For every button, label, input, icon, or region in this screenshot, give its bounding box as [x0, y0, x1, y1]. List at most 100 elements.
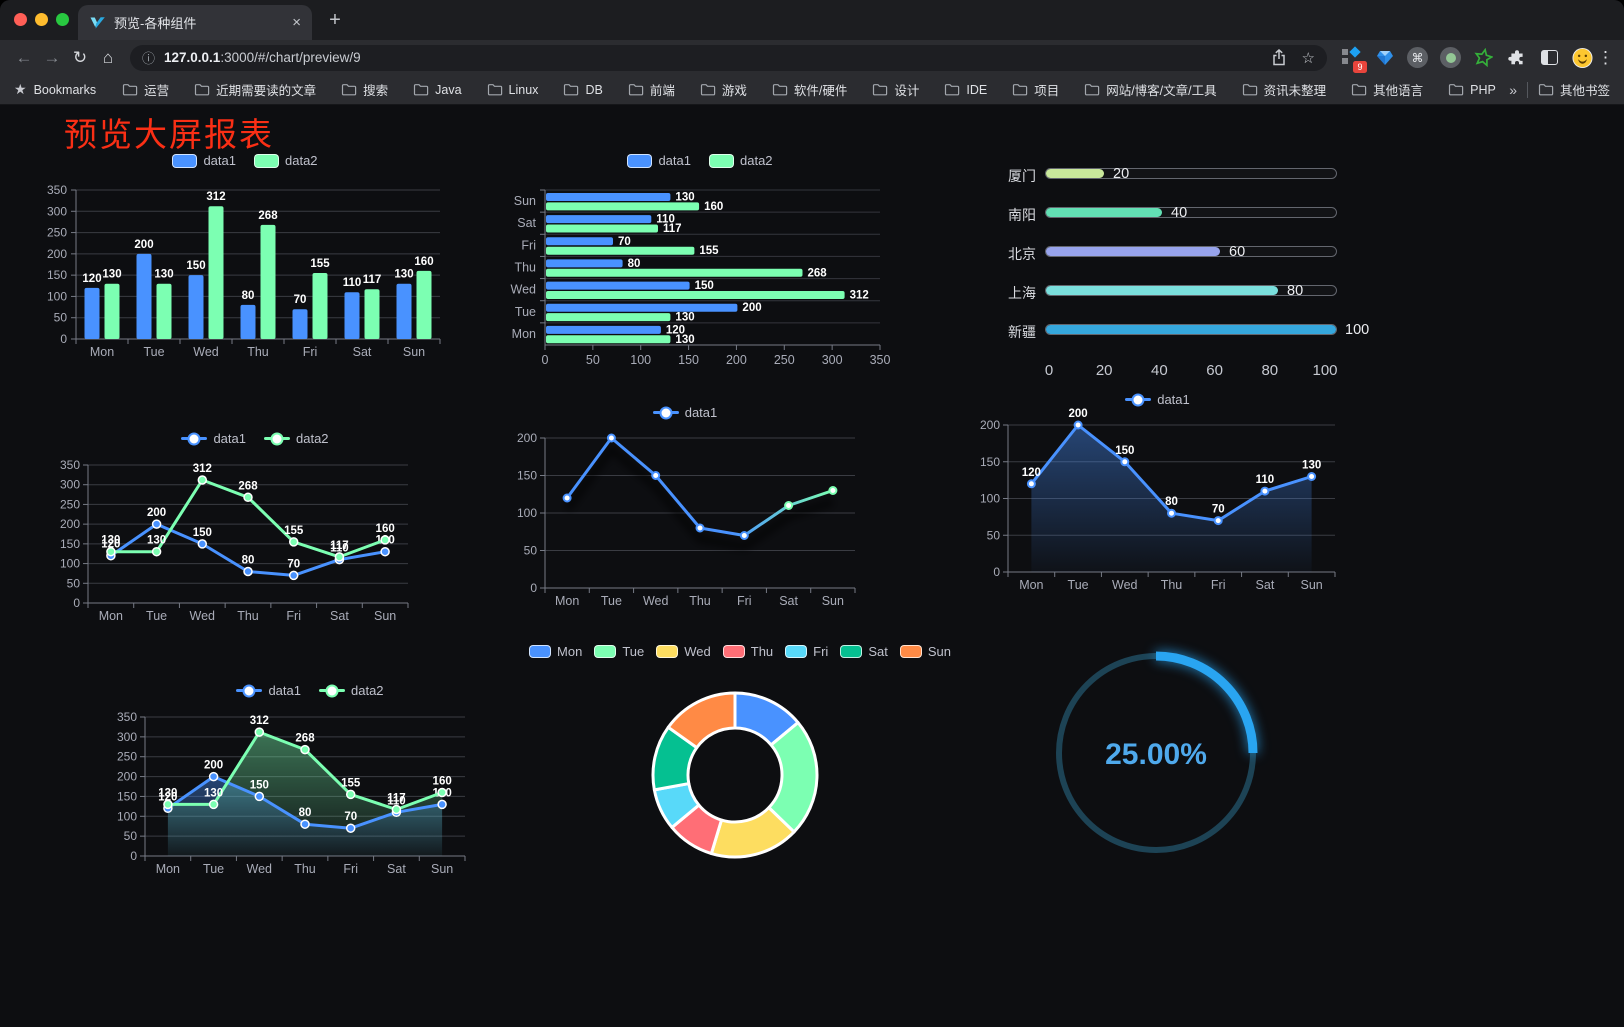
chart-text: 300: [822, 353, 843, 367]
legend-item-data2[interactable]: data2: [264, 431, 329, 446]
other-bookmarks[interactable]: 其他书签: [1538, 80, 1610, 99]
legend-item-Sat[interactable]: Sat: [840, 644, 888, 659]
legend-item-Tue[interactable]: Tue: [594, 644, 644, 659]
forward-button[interactable]: →: [43, 47, 61, 67]
extension-command-icon[interactable]: ⌘: [1407, 47, 1428, 68]
window-zoom-button[interactable]: [56, 13, 69, 26]
bookmark-folder-网站/博客/文章/工具[interactable]: 网站/博客/文章/工具: [1084, 80, 1217, 99]
data-point: [380, 546, 390, 557]
data-point: [197, 475, 208, 485]
legend-marker-dot: [325, 684, 339, 697]
bookmark-folder-近期需要读的文章[interactable]: 近期需要读的文章: [194, 80, 316, 99]
bookmark-folder-DB[interactable]: DB: [563, 80, 603, 99]
legend-item-data1[interactable]: data1: [627, 153, 691, 168]
extension-green-star-icon[interactable]: [1473, 47, 1494, 68]
chart-text: 350: [870, 353, 891, 367]
extension-record-icon[interactable]: [1440, 47, 1461, 68]
bookmark-folder-运营[interactable]: 运营: [122, 80, 169, 99]
progress-value: 80: [1287, 283, 1304, 299]
share-icon[interactable]: [1272, 49, 1286, 66]
bookmark-star-icon[interactable]: ☆: [1301, 49, 1315, 67]
legend-item-Wed[interactable]: Wed: [656, 644, 711, 659]
progress-value: 20: [1113, 166, 1130, 182]
bar: [546, 259, 623, 268]
chart-text: 160: [704, 201, 723, 213]
bookmark-folder-搜索[interactable]: 搜索: [341, 80, 388, 99]
chart-text: 150: [186, 260, 205, 272]
chart-text: 80: [242, 554, 255, 566]
bookmark-folder-IDE[interactable]: IDE: [944, 80, 987, 99]
chart-text: 350: [60, 458, 80, 472]
sidebar-toggle-icon[interactable]: [1539, 47, 1560, 68]
chart-text: Wed: [190, 609, 216, 623]
bookmarks-overflow-chevron[interactable]: »: [1509, 81, 1517, 98]
legend-item-data1[interactable]: data1: [1125, 392, 1190, 407]
profile-avatar[interactable]: [1572, 47, 1593, 68]
chart-text: 117: [330, 540, 349, 552]
window-minimize-button[interactable]: [35, 13, 48, 26]
chart-text: 80: [242, 290, 255, 302]
donut-canvas: [651, 691, 819, 859]
bookmark-folder-PHP[interactable]: PHP: [1448, 80, 1496, 99]
data-point: [106, 546, 116, 557]
chart-text: 70: [344, 811, 357, 823]
progress-axis: 0 20 40 60 80 100: [990, 362, 1360, 382]
extension-gem-icon[interactable]: [1374, 47, 1395, 68]
data-point: [345, 789, 356, 800]
data-point: [254, 727, 265, 737]
legend-item-Fri[interactable]: Fri: [785, 644, 828, 659]
chart-area-line: data1 0 50 100 150 200 Mon Tue Wed Thu Fri Sat Sun 12…: [960, 385, 1355, 610]
bookmark-folder-资讯未整理[interactable]: 资讯未整理: [1242, 80, 1326, 99]
site-info-icon[interactable]: ⓘ: [142, 51, 156, 66]
bookmark-folder-Java[interactable]: Java: [413, 80, 462, 99]
chart-text: 160: [414, 256, 433, 268]
window-close-button[interactable]: [14, 13, 27, 26]
new-tab-button[interactable]: +: [329, 9, 341, 31]
legend-item-data1[interactable]: data1: [181, 431, 246, 446]
home-button[interactable]: ⌂: [102, 47, 114, 67]
bar: [188, 275, 204, 339]
legend-item-data1[interactable]: data1: [172, 153, 236, 168]
bookmark-folder-游戏[interactable]: 游戏: [700, 80, 747, 99]
bookmark-folder-项目[interactable]: 项目: [1012, 80, 1059, 99]
legend-item-data2[interactable]: data2: [319, 683, 384, 698]
legend-item-data2[interactable]: data2: [254, 153, 318, 168]
bookmarks-label[interactable]: Bookmarks: [33, 82, 97, 97]
chart-text: Tue: [203, 862, 224, 876]
chart-text: 100: [630, 353, 651, 367]
browser-tab[interactable]: 预览-各种组件 ×: [78, 5, 312, 40]
reload-button[interactable]: ↻: [72, 47, 88, 67]
bookmark-folder-设计[interactable]: 设计: [872, 80, 919, 99]
tab-close-button[interactable]: ×: [292, 14, 301, 31]
area-fill: [167, 732, 443, 856]
chart-text: 150: [980, 455, 1000, 469]
legend-marker-dot: [659, 406, 673, 419]
legend-item-Thu[interactable]: Thu: [722, 644, 773, 659]
extension-stats-icon[interactable]: 9: [1341, 46, 1367, 73]
extensions-puzzle-icon[interactable]: [1506, 47, 1527, 68]
chart-text: Thu: [247, 345, 269, 359]
progress-track: [1045, 246, 1337, 257]
bookmark-folder-Linux[interactable]: Linux: [487, 80, 538, 99]
chart-gauge: 25.00%: [1040, 635, 1280, 890]
data-point: [562, 493, 572, 503]
legend-swatch: [1125, 393, 1152, 406]
legend-item-Mon[interactable]: Mon: [529, 644, 582, 659]
chart-text: 50: [586, 353, 600, 367]
progress-fill: [1046, 169, 1104, 178]
chart-text: Thu: [294, 862, 316, 876]
bookmark-folder-其他语言[interactable]: 其他语言: [1351, 80, 1423, 99]
chart-text: 0: [130, 849, 137, 863]
legend-item-data1[interactable]: data1: [652, 405, 717, 420]
data-point: [437, 799, 447, 810]
legend-item-data2[interactable]: data2: [709, 153, 773, 168]
address-bar[interactable]: ⓘ 127.0.0.1:3000/#/chart/preview/9 ☆: [130, 44, 1327, 71]
legend-item-data1[interactable]: data1: [236, 683, 301, 698]
bookmarks-star-icon[interactable]: ★: [14, 81, 27, 97]
legend-item-Sun[interactable]: Sun: [899, 644, 951, 659]
back-button[interactable]: ←: [15, 47, 33, 67]
bookmark-folder-软件/硬件[interactable]: 软件/硬件: [772, 80, 847, 99]
browser-menu-icon[interactable]: ⋮: [1597, 47, 1614, 67]
bookmark-folder-前端[interactable]: 前端: [628, 80, 675, 99]
